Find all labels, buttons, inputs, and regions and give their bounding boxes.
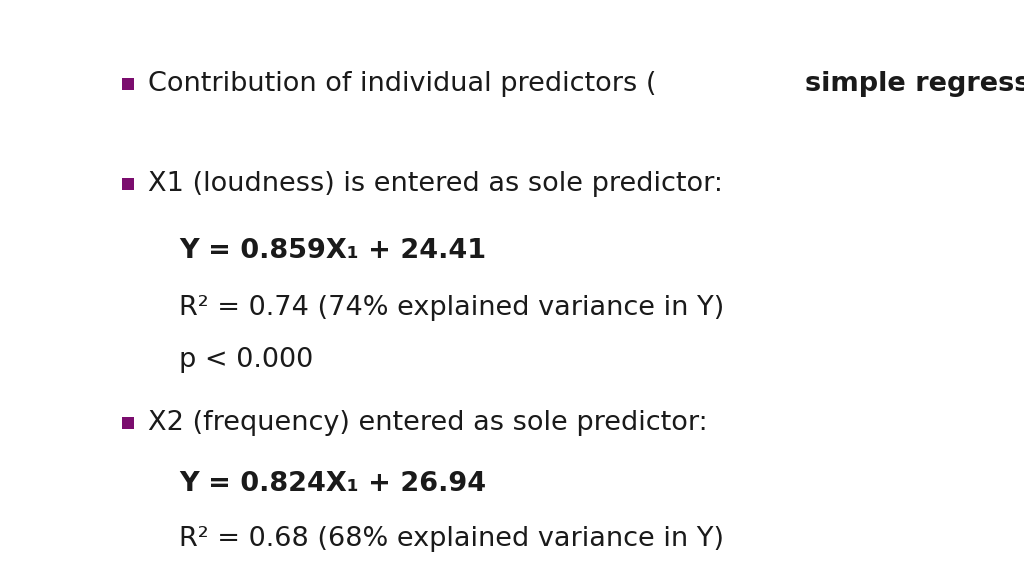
Text: R² = 0.68 (68% explained variance in Y): R² = 0.68 (68% explained variance in Y) bbox=[179, 525, 724, 552]
Text: Y = 0.859X₁ + 24.41: Y = 0.859X₁ + 24.41 bbox=[179, 237, 486, 264]
Text: p < 0.000: p < 0.000 bbox=[179, 347, 313, 373]
Text: X2 (frequency) entered as sole predictor:: X2 (frequency) entered as sole predictor… bbox=[148, 410, 709, 437]
Text: Y = 0.824X₁ + 26.94: Y = 0.824X₁ + 26.94 bbox=[179, 471, 486, 497]
Text: R² = 0.74 (74% explained variance in Y): R² = 0.74 (74% explained variance in Y) bbox=[179, 295, 724, 321]
Text: X1 (loudness) is entered as sole predictor:: X1 (loudness) is entered as sole predict… bbox=[148, 171, 723, 198]
Text: Contribution of individual predictors (: Contribution of individual predictors ( bbox=[148, 70, 657, 97]
Text: simple regression: simple regression bbox=[805, 70, 1024, 97]
